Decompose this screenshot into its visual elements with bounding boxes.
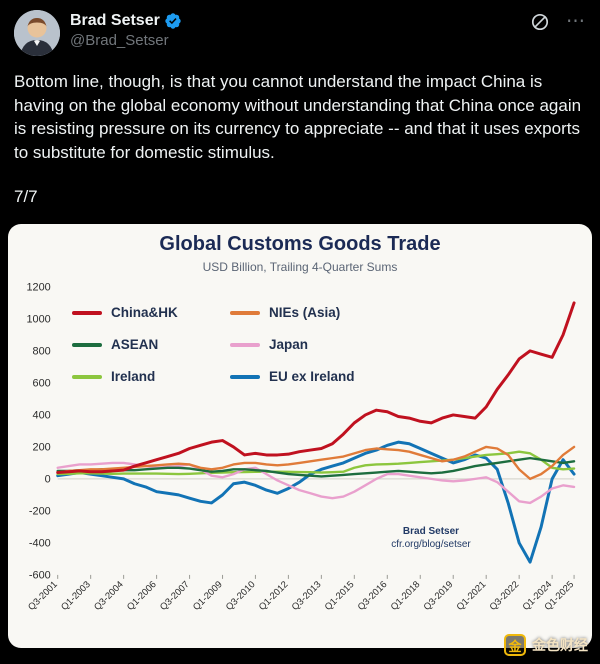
- svg-text:Q3-2016: Q3-2016: [355, 578, 389, 612]
- tweet-header: Brad Setser @Brad_Setser ⋯: [0, 0, 600, 56]
- chart-legend: China&HK NIEs (Asia) ASEAN Japan Ireland EU e…: [72, 305, 355, 384]
- legend-item-ireland: Ireland: [72, 369, 220, 384]
- legend-item-nies-asia-: NIEs (Asia): [230, 305, 355, 320]
- chart-canvas: 1200 1000 800 600 400 200 0 -200 -400 -600Q3-2001…: [25, 281, 576, 612]
- svg-text:Q1-2006: Q1-2006: [124, 578, 158, 612]
- author-name-row: Brad Setser: [70, 11, 182, 31]
- legend-label: ASEAN: [111, 337, 159, 352]
- legend-label: NIEs (Asia): [269, 305, 341, 320]
- svg-text:Q1-2003: Q1-2003: [58, 578, 92, 612]
- svg-text:-200: -200: [29, 505, 51, 517]
- svg-text:Q3-2019: Q3-2019: [421, 578, 455, 612]
- svg-text:Q1-2009: Q1-2009: [190, 578, 224, 612]
- svg-text:Q3-2022: Q3-2022: [487, 578, 521, 612]
- grok-icon[interactable]: [530, 12, 550, 32]
- svg-text:Q1-2021: Q1-2021: [454, 578, 488, 612]
- svg-text:-400: -400: [29, 537, 51, 549]
- svg-text:600: 600: [33, 377, 51, 389]
- legend-swatch-icon: [230, 310, 260, 315]
- svg-text:Q3-2001: Q3-2001: [25, 578, 59, 612]
- svg-text:800: 800: [33, 345, 51, 357]
- legend-swatch-icon: [230, 342, 260, 347]
- jinse-logo-icon: 金: [504, 634, 526, 656]
- legend-label: Ireland: [111, 369, 156, 384]
- more-icon[interactable]: ⋯: [566, 11, 586, 32]
- svg-text:0: 0: [45, 473, 51, 485]
- svg-text:1200: 1200: [26, 281, 50, 293]
- verified-badge-icon: [164, 12, 182, 30]
- svg-text:400: 400: [33, 409, 51, 421]
- chart-subtitle: USD Billion, Trailing 4-Quarter Sums: [202, 260, 398, 274]
- svg-text:1000: 1000: [26, 313, 50, 325]
- svg-text:Q3-2010: Q3-2010: [223, 578, 257, 612]
- author-name[interactable]: Brad Setser: [70, 12, 160, 29]
- legend-item-eu-ex-ireland: EU ex Ireland: [230, 369, 355, 384]
- legend-swatch-icon: [72, 310, 102, 315]
- annotation-url: cfr.org/blog/setser: [391, 539, 471, 550]
- legend-swatch-icon: [230, 374, 260, 379]
- legend-label: EU ex Ireland: [269, 369, 355, 384]
- thread-position: 7/7: [14, 187, 38, 206]
- annotation-author: Brad Setser: [402, 526, 460, 537]
- watermark-text: 金色财经: [532, 637, 588, 653]
- watermark: 金 金色财经: [504, 634, 588, 656]
- author-block: Brad Setser @Brad_Setser: [70, 10, 182, 50]
- chart-card[interactable]: Global Customs Goods Trade USD Billion, …: [8, 224, 592, 648]
- legend-swatch-icon: [72, 342, 102, 347]
- chart-title: Global Customs Goods Trade: [159, 233, 441, 255]
- svg-text:Q3-2013: Q3-2013: [289, 578, 323, 612]
- legend-item-china-hk: China&HK: [72, 305, 220, 320]
- svg-text:200: 200: [33, 441, 51, 453]
- avatar[interactable]: [14, 10, 60, 56]
- svg-text:Q3-2004: Q3-2004: [91, 578, 125, 612]
- legend-item-japan: Japan: [230, 337, 355, 352]
- header-actions: ⋯: [530, 10, 586, 32]
- legend-label: Japan: [269, 337, 309, 352]
- svg-text:Q1-2015: Q1-2015: [322, 578, 356, 612]
- chart-plot: 1200 1000 800 600 400 200 0 -200 -400 -600 Q3-2001…: [14, 277, 586, 631]
- legend-swatch-icon: [72, 374, 102, 379]
- tweet-text: Bottom line, though, is that you cannot …: [14, 72, 586, 162]
- svg-text:Q1-2018: Q1-2018: [388, 578, 422, 612]
- avatar-photo: [14, 10, 60, 56]
- svg-text:Q3-2007: Q3-2007: [157, 578, 191, 612]
- legend-item-asean: ASEAN: [72, 337, 220, 352]
- svg-text:Q1-2012: Q1-2012: [256, 578, 290, 612]
- legend-label: China&HK: [111, 305, 178, 320]
- svg-text:-600: -600: [29, 569, 51, 581]
- author-handle[interactable]: @Brad_Setser: [70, 32, 169, 49]
- chart-annotation: Brad Setser cfr.org/blog/setser: [366, 525, 496, 551]
